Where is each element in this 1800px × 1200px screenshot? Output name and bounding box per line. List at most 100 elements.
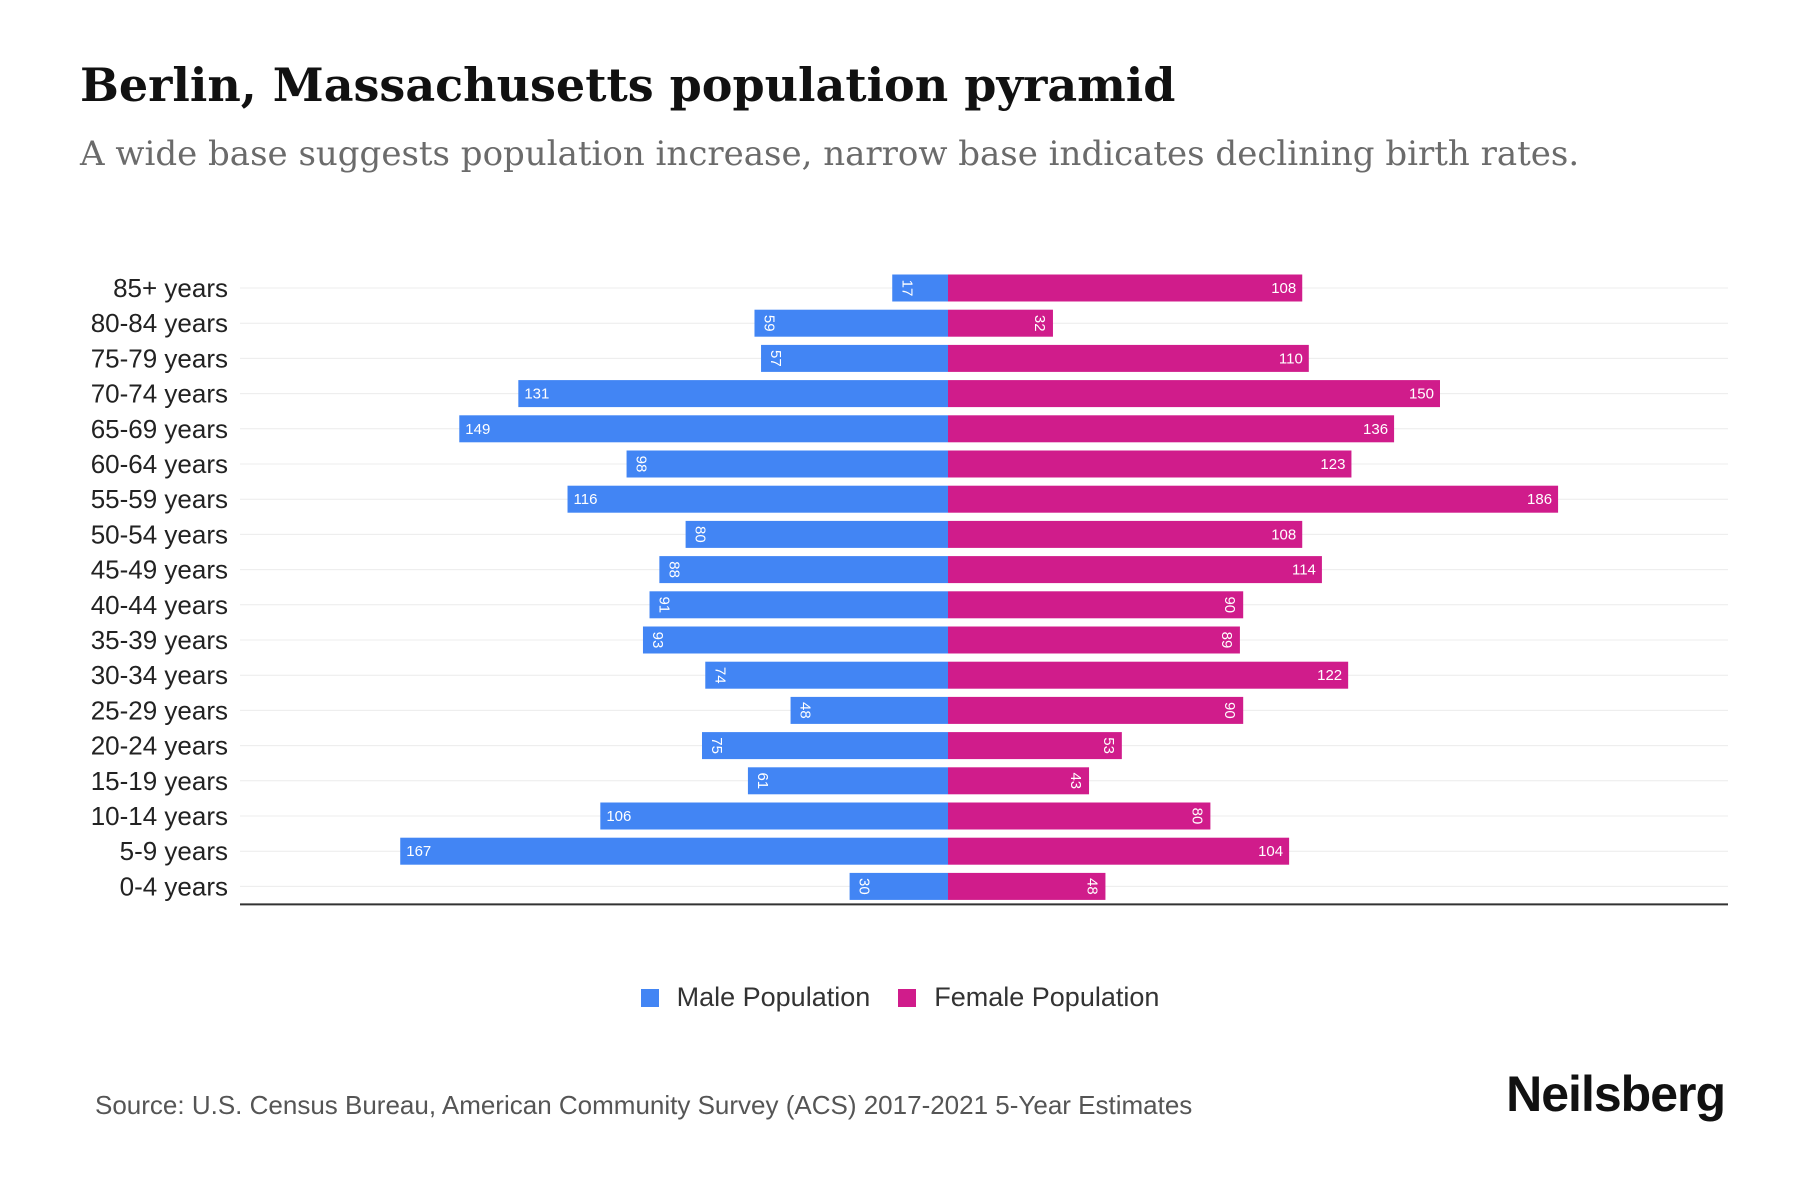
data-label-female: 80 <box>1188 808 1205 825</box>
y-tick-label: 55-59 years <box>91 484 228 514</box>
bar-male-70-74-years[interactable] <box>518 380 948 408</box>
y-tick-label: 50-54 years <box>91 519 228 549</box>
bar-female-60-64-years[interactable] <box>948 450 1352 478</box>
legend-item-female[interactable]: Female Population <box>898 982 1159 1013</box>
data-label-female: 110 <box>1279 350 1303 367</box>
y-tick-label: 15-19 years <box>91 766 228 796</box>
bar-female-45-49-years[interactable] <box>948 556 1322 584</box>
bar-female-5-9-years[interactable] <box>948 837 1290 865</box>
legend: Male Population Female Population <box>0 982 1800 1013</box>
brand-logo: Neilsberg <box>1506 1066 1726 1122</box>
bar-male-45-49-years[interactable] <box>659 556 948 584</box>
bar-female-40-44-years[interactable] <box>948 591 1244 619</box>
data-label-male: 61 <box>754 772 771 789</box>
bar-male-30-34-years[interactable] <box>705 661 948 689</box>
bar-female-70-74-years[interactable] <box>948 380 1440 408</box>
y-tick-label: 60-64 years <box>91 449 228 479</box>
chart-title: Berlin, Massachusetts population pyramid <box>80 58 1176 112</box>
data-label-female: 186 <box>1527 491 1552 508</box>
y-tick-label: 0-4 years <box>120 871 228 901</box>
bar-male-80-84-years[interactable] <box>754 309 948 337</box>
data-label-male: 167 <box>406 843 431 860</box>
data-label-female: 123 <box>1320 456 1345 473</box>
data-label-male: 116 <box>574 491 598 508</box>
data-label-female: 43 <box>1067 772 1084 789</box>
data-label-male: 91 <box>656 596 673 613</box>
data-label-male: 80 <box>692 526 709 543</box>
bar-female-0-4-years[interactable] <box>948 872 1106 900</box>
bar-female-80-84-years[interactable] <box>948 309 1053 337</box>
data-label-male: 59 <box>761 315 778 332</box>
data-label-male: 17 <box>898 280 915 297</box>
bar-male-85plus-years[interactable] <box>892 274 948 302</box>
legend-item-male[interactable]: Male Population <box>640 982 871 1013</box>
bar-male-25-29-years[interactable] <box>790 696 948 724</box>
source-note: Source: U.S. Census Bureau, American Com… <box>95 1090 1193 1120</box>
y-tick-label: 20-24 years <box>91 731 228 761</box>
data-label-male: 98 <box>633 456 650 473</box>
y-tick-label: 5-9 years <box>120 836 228 866</box>
y-tick-label: 45-49 years <box>91 555 228 585</box>
bar-female-20-24-years[interactable] <box>948 732 1122 760</box>
bar-female-10-14-years[interactable] <box>948 802 1211 830</box>
bar-male-35-39-years[interactable] <box>642 626 948 654</box>
bar-male-40-44-years[interactable] <box>649 591 948 619</box>
bar-male-15-19-years[interactable] <box>747 767 948 795</box>
data-label-female: 108 <box>1271 526 1296 543</box>
bar-female-75-79-years[interactable] <box>948 344 1309 372</box>
bar-female-30-34-years[interactable] <box>948 661 1349 689</box>
data-label-male: 30 <box>856 878 873 895</box>
data-label-male: 93 <box>649 632 666 649</box>
data-label-female: 90 <box>1221 702 1238 719</box>
y-tick-label: 35-39 years <box>91 625 228 655</box>
data-label-male: 48 <box>797 702 814 719</box>
legend-label-female: Female Population <box>934 982 1160 1012</box>
data-label-male: 57 <box>767 350 784 367</box>
data-label-female: 32 <box>1031 315 1048 332</box>
data-label-male: 75 <box>708 737 725 754</box>
bar-female-25-29-years[interactable] <box>948 696 1244 724</box>
bar-male-50-54-years[interactable] <box>685 520 948 548</box>
y-tick-label: 75-79 years <box>91 343 228 373</box>
bar-female-35-39-years[interactable] <box>948 626 1240 654</box>
y-tick-label: 70-74 years <box>91 379 228 409</box>
bar-male-5-9-years[interactable] <box>400 837 948 865</box>
data-label-female: 114 <box>1292 562 1316 579</box>
data-label-male: 74 <box>711 667 728 684</box>
bar-female-15-19-years[interactable] <box>948 767 1090 795</box>
bar-male-20-24-years[interactable] <box>702 732 948 760</box>
y-tick-label: 25-29 years <box>91 695 228 725</box>
data-label-female: 90 <box>1221 596 1238 613</box>
legend-label-male: Male Population <box>676 982 871 1012</box>
y-tick-label: 30-34 years <box>91 660 228 690</box>
data-label-female: 136 <box>1363 421 1388 438</box>
data-label-female: 122 <box>1317 667 1342 684</box>
bar-male-10-14-years[interactable] <box>600 802 948 830</box>
bar-male-55-59-years[interactable] <box>567 485 948 513</box>
legend-swatch-female <box>898 988 917 1007</box>
data-label-male: 131 <box>524 386 549 403</box>
bar-male-65-69-years[interactable] <box>459 415 948 443</box>
population-pyramid-chart: 85+ years 17 108 80-84 years 59 32 75-79 years… <box>91 273 1728 906</box>
data-label-female: 48 <box>1083 878 1100 895</box>
y-tick-label: 85+ years <box>113 273 228 303</box>
bar-female-85plus-years[interactable] <box>948 274 1303 302</box>
y-tick-label: 10-14 years <box>91 801 228 831</box>
data-label-female: 89 <box>1218 632 1235 649</box>
bar-male-75-79-years[interactable] <box>761 344 948 372</box>
bar-male-60-64-years[interactable] <box>626 450 948 478</box>
data-label-female: 53 <box>1100 737 1117 754</box>
data-label-female: 104 <box>1258 843 1283 860</box>
y-tick-label: 40-44 years <box>91 590 228 620</box>
data-label-male: 106 <box>606 808 631 825</box>
y-tick-label: 65-69 years <box>91 414 228 444</box>
bar-female-55-59-years[interactable] <box>948 485 1559 513</box>
y-tick-label: 80-84 years <box>91 308 228 338</box>
chart-subtitle: A wide base suggests population increase… <box>80 134 1580 174</box>
bar-female-50-54-years[interactable] <box>948 520 1303 548</box>
bar-male-0-4-years[interactable] <box>849 872 948 900</box>
data-label-male: 149 <box>465 421 490 438</box>
data-label-female: 150 <box>1409 386 1434 403</box>
bar-female-65-69-years[interactable] <box>948 415 1395 443</box>
legend-swatch-male <box>640 988 659 1007</box>
